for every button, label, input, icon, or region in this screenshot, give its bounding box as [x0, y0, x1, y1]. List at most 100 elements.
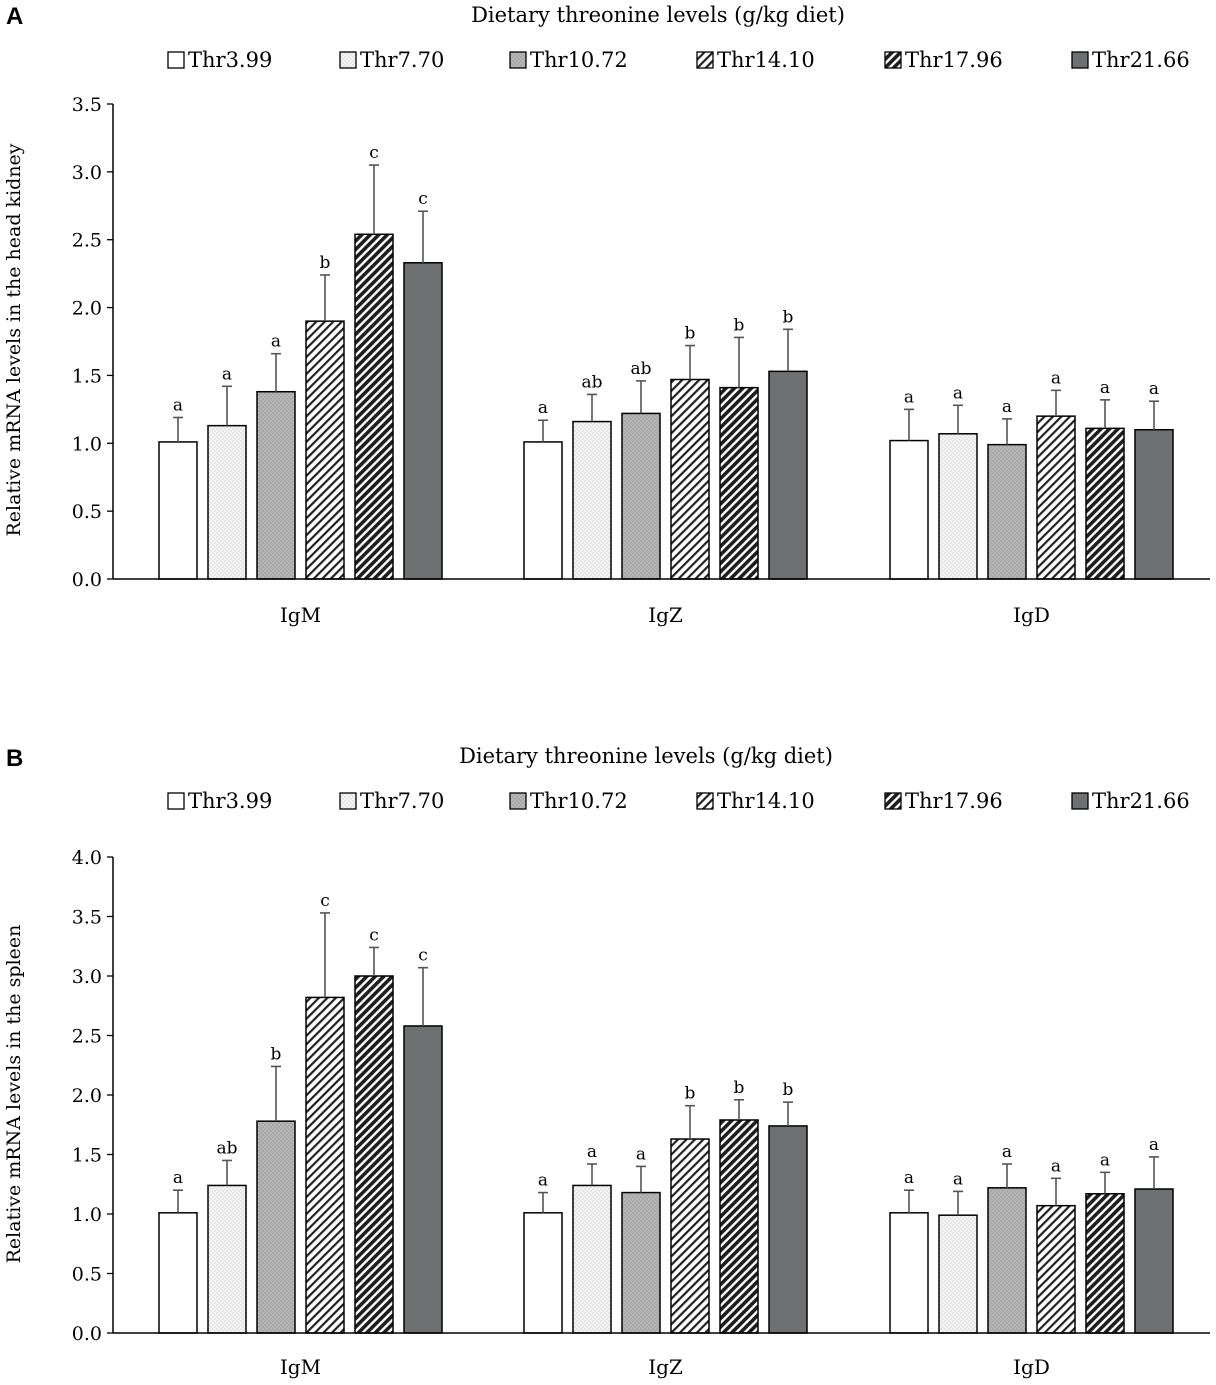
legend-label: Thr3.99: [188, 48, 272, 72]
significance-label: a: [953, 1169, 963, 1189]
significance-label: b: [685, 324, 696, 344]
legend-swatch: [884, 51, 902, 69]
legend-label: Thr10.72: [530, 789, 628, 813]
significance-label: ab: [216, 1138, 237, 1158]
y-tick-label: 2.0: [72, 298, 102, 320]
y-tick-label: 3.0: [72, 966, 102, 988]
y-tick-label: 2.0: [72, 1085, 102, 1107]
bar-igd-thr3-99: [889, 439, 929, 580]
panel-b-letter: B: [6, 745, 23, 772]
legend-label: Thr10.72: [530, 48, 628, 72]
legend-label: Thr17.96: [905, 789, 1003, 813]
legend-swatch: [509, 51, 527, 69]
legend-item-thr10-72: Thr10.72: [509, 48, 628, 72]
legend-item-thr10-72: Thr10.72: [509, 789, 628, 813]
panel-b-y-axis-label: Relative mRNA levels in the spleen: [3, 925, 25, 1264]
bar-igd-thr3-99: [889, 1212, 929, 1334]
category-label-igz: IgZ: [648, 1355, 683, 1379]
significance-label: c: [369, 925, 379, 945]
significance-label: a: [1002, 397, 1012, 417]
significance-label: a: [222, 364, 232, 384]
bar-igd-thr21-66: [1134, 428, 1174, 580]
significance-label: c: [418, 946, 428, 966]
bar-igd-thr21-66: [1134, 1188, 1174, 1334]
bar-igd-thr17-96: [1085, 427, 1125, 580]
legend-swatch: [509, 792, 527, 810]
y-tick-label: 3.5: [72, 94, 102, 116]
legend-swatch: [696, 51, 714, 69]
bar-igz-thr21-66: [768, 370, 808, 580]
bar-igm-thr3-99: [158, 441, 198, 580]
bar-igm-thr17-96: [354, 975, 394, 1334]
bar-igd-thr7-70: [938, 433, 978, 580]
category-label-igm: IgM: [280, 1355, 321, 1379]
bar-igz-thr7-70: [572, 1184, 612, 1334]
significance-label: b: [271, 1044, 282, 1064]
bar-igm-thr14-10: [305, 320, 345, 580]
y-tick-label: 1.0: [72, 433, 102, 455]
legend-item-thr7-70: Thr7.70: [339, 789, 444, 813]
y-tick-label: 0.5: [72, 501, 102, 523]
significance-label: a: [1100, 1150, 1110, 1170]
bar-igm-thr21-66: [403, 262, 443, 580]
significance-label: a: [271, 332, 281, 352]
y-tick-label: 2.5: [72, 1026, 102, 1048]
bar-igz-thr17-96: [719, 1119, 759, 1334]
legend-item-thr17-96: Thr17.96: [884, 789, 1003, 813]
significance-label: a: [1149, 1135, 1159, 1155]
y-tick-label: 3.5: [72, 907, 102, 929]
significance-label: ab: [581, 372, 602, 392]
legend-swatch: [884, 792, 902, 810]
panel-a-legend: Thr3.99 Thr7.70 Thr10.72 Thr14.10 Thr17.96 Th…: [167, 48, 1190, 72]
bar-igz-thr14-10: [670, 1138, 710, 1334]
legend-swatch: [1071, 792, 1089, 810]
legend-item-thr21-66: Thr21.66: [1071, 789, 1190, 813]
legend-label: Thr14.10: [717, 48, 815, 72]
category-label-igm: IgM: [280, 603, 321, 627]
legend-item-thr14-10: Thr14.10: [696, 789, 815, 813]
category-label-igz: IgZ: [648, 603, 683, 627]
bar-igm-thr7-70: [207, 1184, 247, 1334]
bar-igz-thr7-70: [572, 420, 612, 580]
y-tick-label: 3.0: [72, 162, 102, 184]
significance-label: a: [1051, 1156, 1061, 1176]
panel-a-title: Dietary threonine levels (g/kg diet): [471, 3, 845, 27]
bar-igz-thr3-99: [523, 1212, 563, 1334]
bar-igz-thr17-96: [719, 386, 759, 580]
bar-igd-thr17-96: [1085, 1193, 1125, 1334]
significance-label: a: [173, 396, 183, 416]
legend-swatch: [1071, 51, 1089, 69]
y-tick-label: 0.0: [72, 1323, 102, 1345]
significance-label: a: [1100, 378, 1110, 398]
bar-igm-thr10-72: [256, 1120, 296, 1334]
significance-label: a: [587, 1142, 597, 1162]
legend-swatch: [167, 51, 185, 69]
bar-igd-thr14-10: [1036, 415, 1076, 580]
significance-label: b: [320, 253, 331, 273]
bar-igm-thr10-72: [256, 390, 296, 580]
significance-label: a: [904, 387, 914, 407]
legend-label: Thr7.70: [360, 48, 444, 72]
significance-label: a: [904, 1168, 914, 1188]
significance-label: a: [1149, 379, 1159, 399]
significance-label: b: [783, 307, 794, 327]
significance-label: b: [685, 1084, 696, 1104]
significance-label: c: [320, 891, 330, 911]
panel-b-legend: Thr3.99 Thr7.70 Thr10.72 Thr14.10 Thr17.96 Th…: [167, 789, 1190, 813]
bar-igz-thr21-66: [768, 1125, 808, 1334]
significance-label: a: [538, 398, 548, 418]
y-tick-label: 1.0: [72, 1204, 102, 1226]
category-label-igd: IgD: [1013, 1355, 1050, 1379]
bar-igm-thr7-70: [207, 424, 247, 580]
significance-label: a: [1051, 368, 1061, 388]
legend-swatch: [696, 792, 714, 810]
legend-item-thr17-96: Thr17.96: [884, 48, 1003, 72]
panel-a: A Dietary threonine levels (g/kg diet) T…: [3, 3, 1210, 627]
bar-igd-thr7-70: [938, 1214, 978, 1334]
significance-label: a: [173, 1168, 183, 1188]
bar-igz-thr10-72: [621, 1191, 661, 1334]
panel-a-y-axis-label: Relative mRNA levels in the head kidney: [3, 143, 25, 536]
